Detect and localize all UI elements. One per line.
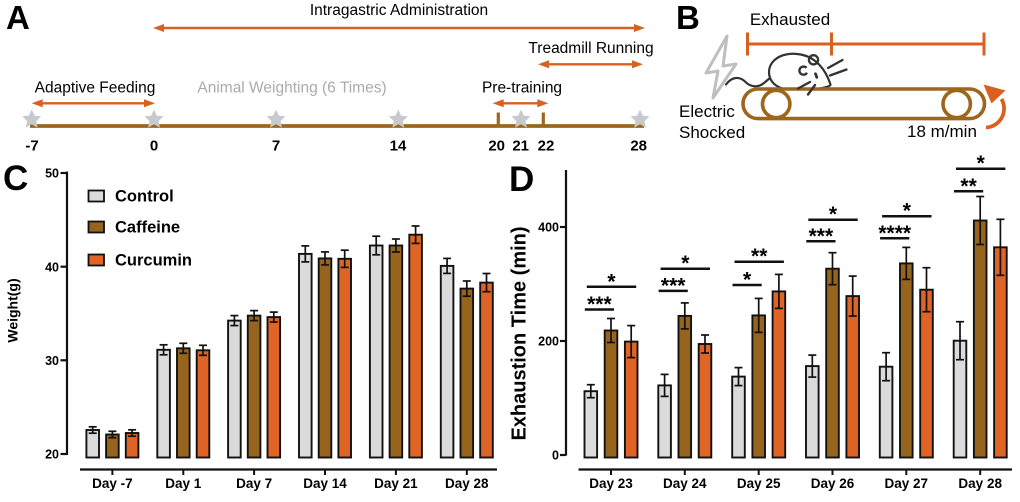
svg-text:*: *: [607, 270, 616, 293]
svg-text:Day 27: Day 27: [885, 476, 929, 491]
svg-text:20: 20: [488, 138, 505, 155]
svg-text:Animal Weighting (6 Times): Animal Weighting (6 Times): [197, 80, 386, 97]
svg-text:Day -7: Day -7: [92, 476, 133, 491]
svg-text:22: 22: [538, 138, 555, 155]
svg-text:20: 20: [45, 448, 59, 462]
svg-text:Treadmill Running: Treadmill Running: [528, 40, 653, 57]
svg-text:Day 26: Day 26: [811, 476, 855, 491]
svg-text:*: *: [829, 203, 838, 226]
svg-text:Caffeine: Caffeine: [115, 219, 180, 237]
svg-text:Day 14: Day 14: [303, 476, 347, 491]
svg-text:*: *: [977, 152, 986, 175]
svg-text:*: *: [903, 200, 912, 223]
svg-text:Exhaustion Time (min): Exhaustion Time (min): [509, 226, 531, 440]
svg-text:21: 21: [512, 138, 529, 155]
svg-text:Curcumin: Curcumin: [115, 252, 192, 270]
svg-text:Day 1: Day 1: [165, 476, 202, 491]
svg-text:Electric: Electric: [679, 102, 735, 121]
svg-text:Day 28: Day 28: [445, 476, 489, 491]
svg-text:400: 400: [538, 221, 559, 235]
svg-text:Pre-training: Pre-training: [482, 80, 562, 97]
svg-text:50: 50: [45, 167, 59, 181]
svg-text:Day 28: Day 28: [958, 476, 1002, 491]
svg-text:**: **: [751, 245, 768, 268]
svg-text:Adaptive Feeding: Adaptive Feeding: [35, 80, 156, 97]
svg-text:D: D: [509, 160, 534, 199]
svg-text:***: ***: [587, 293, 612, 316]
svg-text:-7: -7: [25, 138, 38, 155]
svg-text:Control: Control: [115, 188, 174, 206]
svg-text:30: 30: [45, 354, 59, 368]
svg-text:Intragastric Administration: Intragastric Administration: [310, 2, 488, 19]
svg-text:**: **: [960, 175, 977, 198]
svg-text:200: 200: [538, 335, 559, 349]
svg-text:0: 0: [150, 138, 158, 155]
svg-text:Day 21: Day 21: [374, 476, 418, 491]
svg-text:B: B: [676, 0, 700, 36]
svg-text:***: ***: [661, 274, 686, 297]
svg-text:C: C: [3, 159, 28, 198]
svg-text:40: 40: [45, 260, 59, 274]
svg-text:18 m/min: 18 m/min: [907, 122, 977, 141]
svg-text:***: ***: [809, 225, 834, 248]
svg-text:28: 28: [630, 138, 647, 155]
svg-text:Day 7: Day 7: [236, 476, 272, 491]
svg-text:14: 14: [390, 138, 407, 155]
svg-text:Day 23: Day 23: [589, 476, 633, 491]
svg-text:7: 7: [272, 138, 280, 155]
svg-text:****: ****: [878, 222, 912, 245]
svg-text:A: A: [6, 0, 30, 36]
svg-text:*: *: [743, 269, 752, 292]
svg-text:0: 0: [552, 449, 559, 463]
svg-text:Exhausted: Exhausted: [750, 10, 830, 29]
svg-text:Weight(g): Weight(g): [5, 278, 21, 342]
svg-text:*: *: [681, 252, 690, 275]
svg-text:Day 24: Day 24: [663, 476, 707, 491]
svg-text:Shocked: Shocked: [679, 123, 745, 142]
svg-text:Day 25: Day 25: [737, 476, 781, 491]
